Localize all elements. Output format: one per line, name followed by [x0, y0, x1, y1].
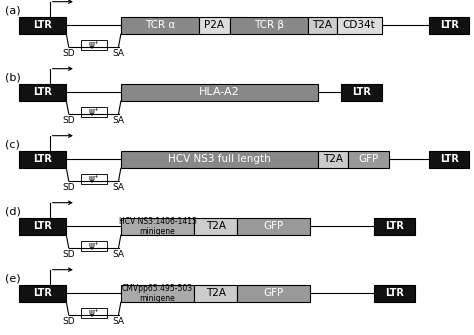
Text: T2A: T2A — [323, 154, 343, 164]
Bar — [337, 17, 382, 34]
Bar — [121, 218, 194, 235]
Bar — [81, 40, 107, 50]
Bar — [121, 151, 318, 168]
Text: T2A: T2A — [312, 20, 332, 30]
Bar — [308, 17, 337, 34]
Bar — [341, 84, 382, 101]
Text: SD: SD — [63, 183, 75, 192]
Text: ψ⁺: ψ⁺ — [88, 242, 99, 250]
Text: T2A: T2A — [206, 221, 226, 231]
Text: SD: SD — [63, 116, 75, 125]
Text: HLA-A2: HLA-A2 — [199, 87, 239, 97]
Bar — [81, 107, 107, 117]
Bar — [19, 84, 66, 101]
Text: TCR β: TCR β — [254, 20, 284, 30]
Bar — [19, 218, 66, 235]
Text: LTR: LTR — [385, 221, 404, 231]
Text: LTR: LTR — [33, 154, 52, 164]
Bar — [429, 17, 469, 34]
Text: SA: SA — [112, 183, 125, 192]
Bar — [374, 285, 415, 302]
Text: (e): (e) — [5, 273, 20, 283]
Bar — [194, 285, 237, 302]
Text: HCV NS3 full length: HCV NS3 full length — [168, 154, 271, 164]
Bar — [19, 285, 66, 302]
Text: GFP: GFP — [264, 221, 284, 231]
Bar — [374, 218, 415, 235]
Text: SD: SD — [63, 49, 75, 58]
Bar — [230, 17, 308, 34]
Text: SA: SA — [112, 116, 125, 125]
Bar — [121, 285, 194, 302]
Bar — [237, 285, 310, 302]
Text: ψ⁺: ψ⁺ — [88, 175, 99, 183]
Bar — [19, 17, 66, 34]
Bar — [194, 218, 237, 235]
Bar — [237, 218, 310, 235]
Text: CD34t: CD34t — [343, 20, 375, 30]
Text: SD: SD — [63, 250, 75, 259]
Bar — [81, 308, 107, 318]
Bar — [318, 151, 348, 168]
Text: SA: SA — [112, 250, 125, 259]
Text: TCR α: TCR α — [145, 20, 175, 30]
Bar — [121, 84, 318, 101]
Bar — [199, 17, 230, 34]
Bar — [121, 17, 199, 34]
Text: LTR: LTR — [33, 288, 52, 298]
Text: P2A: P2A — [204, 20, 225, 30]
Text: ψ⁺: ψ⁺ — [88, 309, 99, 317]
Text: LTR: LTR — [33, 221, 52, 231]
Text: SA: SA — [112, 317, 125, 326]
Text: ψ⁺: ψ⁺ — [88, 108, 99, 116]
Text: ψ⁺: ψ⁺ — [88, 41, 99, 49]
Text: LTR: LTR — [352, 87, 371, 97]
Text: T2A: T2A — [206, 288, 226, 298]
Bar — [429, 151, 469, 168]
Text: HCV NS3:1406-1415
minigene: HCV NS3:1406-1415 minigene — [118, 217, 197, 236]
Text: SA: SA — [112, 49, 125, 58]
Text: (b): (b) — [5, 72, 20, 82]
Bar — [81, 174, 107, 184]
Text: LTR: LTR — [33, 87, 52, 97]
Text: (d): (d) — [5, 206, 20, 216]
Text: GFP: GFP — [264, 288, 284, 298]
Text: GFP: GFP — [358, 154, 379, 164]
Text: (c): (c) — [5, 139, 19, 149]
Text: SD: SD — [63, 317, 75, 326]
Text: LTR: LTR — [33, 20, 52, 30]
Text: LTR: LTR — [440, 20, 458, 30]
Bar — [348, 151, 389, 168]
Bar — [81, 241, 107, 251]
Text: (a): (a) — [5, 5, 20, 15]
Text: LTR: LTR — [440, 154, 458, 164]
Text: LTR: LTR — [385, 288, 404, 298]
Text: CMVpp65:495-503
minigene: CMVpp65:495-503 minigene — [122, 284, 193, 303]
Bar — [19, 151, 66, 168]
